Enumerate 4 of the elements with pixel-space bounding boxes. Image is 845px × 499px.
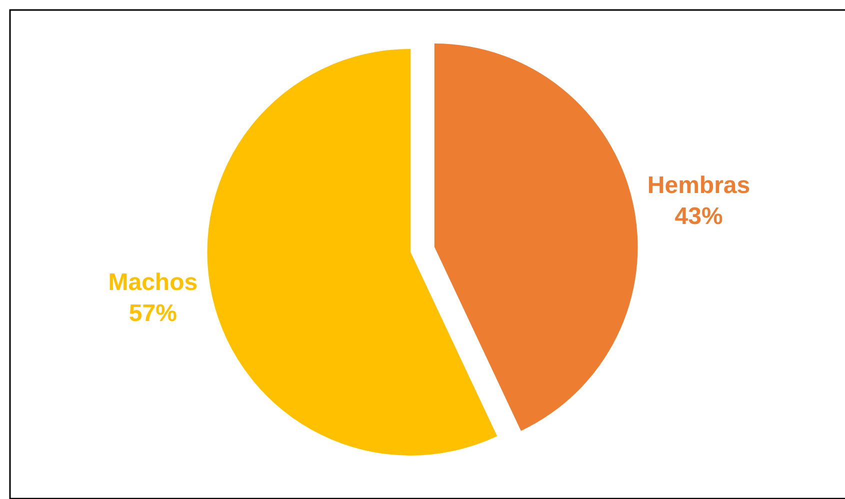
slice-label: Machos	[108, 268, 198, 296]
data-label: 57%	[128, 300, 177, 328]
data-label: 43%	[674, 203, 723, 230]
slice-label: Hembras	[647, 172, 750, 199]
